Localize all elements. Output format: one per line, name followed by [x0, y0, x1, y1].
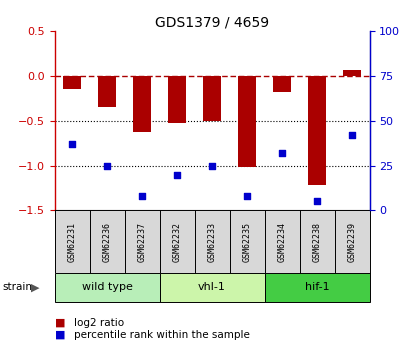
Title: GDS1379 / 4659: GDS1379 / 4659 [155, 16, 269, 30]
Point [279, 150, 286, 156]
Bar [134, 76, 151, 131]
Text: GSM62238: GSM62238 [312, 221, 322, 262]
Text: GSM62232: GSM62232 [173, 221, 181, 262]
Text: ■: ■ [55, 318, 65, 327]
Point [244, 193, 250, 199]
Text: GSM62236: GSM62236 [102, 221, 112, 262]
Text: GSM62231: GSM62231 [68, 221, 76, 262]
Bar [98, 76, 116, 107]
Text: GSM62234: GSM62234 [278, 221, 286, 262]
Point [139, 193, 145, 199]
Bar [203, 76, 221, 121]
Bar [308, 76, 326, 185]
Bar [63, 76, 81, 89]
Bar [239, 76, 256, 167]
Point [209, 163, 215, 168]
Text: ▶: ▶ [31, 282, 39, 292]
Point [104, 163, 110, 168]
Point [69, 141, 76, 147]
Point [349, 132, 355, 138]
Text: strain: strain [2, 282, 32, 292]
Bar [168, 76, 186, 122]
Text: ■: ■ [55, 330, 65, 339]
Point [314, 199, 320, 204]
Text: GSM62239: GSM62239 [348, 221, 357, 262]
Text: vhl-1: vhl-1 [198, 282, 226, 292]
Point [174, 172, 181, 177]
Text: GSM62235: GSM62235 [243, 221, 252, 262]
Text: percentile rank within the sample: percentile rank within the sample [74, 330, 249, 339]
Bar [344, 70, 361, 76]
Bar [160, 273, 265, 302]
Bar [265, 273, 370, 302]
Text: GSM62237: GSM62237 [138, 221, 147, 262]
Text: log2 ratio: log2 ratio [74, 318, 123, 327]
Text: GSM62233: GSM62233 [207, 221, 217, 262]
Text: hif-1: hif-1 [305, 282, 329, 292]
Bar [55, 273, 160, 302]
Bar [273, 76, 291, 92]
Text: wild type: wild type [81, 282, 133, 292]
